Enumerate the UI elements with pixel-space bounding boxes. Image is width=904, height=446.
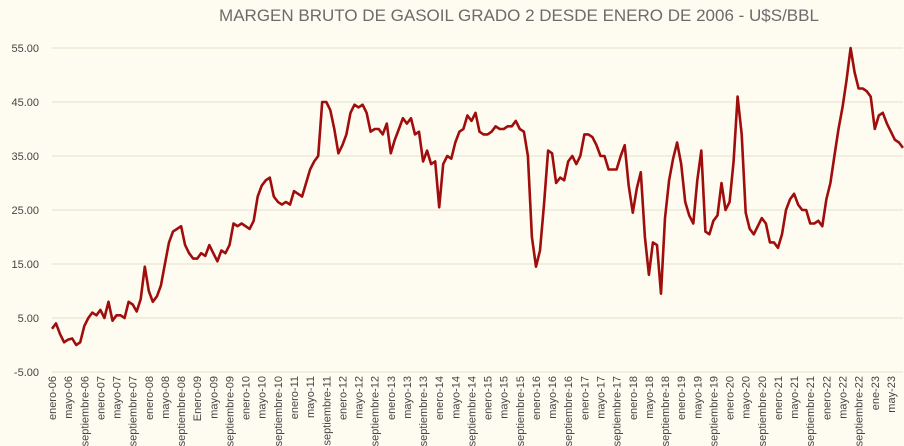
x-tick-label: enero-22 (821, 376, 833, 420)
x-tick-label: mayo-16 (547, 376, 559, 419)
x-tick-label: mayo-19 (692, 376, 704, 419)
x-tick-label: mayo-09 (208, 376, 220, 419)
x-tick-label: septiembre-09 (224, 376, 236, 446)
x-tick-label: septiembre-19 (708, 376, 720, 446)
x-tick-label: septiembre-06 (79, 376, 91, 446)
x-tick-label: septiembre-20 (757, 376, 769, 446)
y-tick-label: 55.00 (11, 43, 39, 55)
gridlines (52, 47, 903, 373)
x-tick-label: septiembre-08 (176, 376, 188, 446)
x-tick-label: mayo-08 (160, 376, 172, 419)
x-tick-label: septiembre-07 (128, 376, 140, 446)
x-tick-label: mayo-14 (450, 376, 462, 419)
y-axis-tick-labels: -5.00 5.00 15.00 25.00 35.00 45.00 55.00 (11, 43, 39, 379)
x-tick-label: septiembre-17 (612, 376, 624, 446)
y-tick-label: 15.00 (11, 259, 39, 271)
x-tick-label: enero-21 (773, 376, 785, 420)
x-tick-label: mayo-12 (354, 376, 366, 419)
x-tick-label: mayo-15 (499, 376, 511, 419)
x-tick-label: mayo-22 (838, 376, 850, 419)
x-tick-label: mayo-20 (741, 376, 753, 419)
y-tick-label: 35.00 (11, 151, 39, 163)
x-tick-label: mayo-11 (305, 376, 317, 418)
x-tick-label: ene-23 (870, 376, 882, 410)
x-tick-label: septiembre-14 (466, 376, 478, 446)
x-tick-label: enero-17 (579, 376, 591, 420)
x-tick-label: mayo-18 (644, 376, 656, 419)
x-tick-label: enero-07 (95, 376, 107, 420)
x-tick-label: mayo-13 (402, 376, 414, 419)
x-tick-label: enero-06 (47, 376, 59, 420)
x-tick-label: enero-11 (289, 376, 301, 419)
x-tick-label: septiembre-10 (273, 376, 285, 446)
x-tick-label: enero-15 (483, 376, 495, 420)
y-tick-label: 5.00 (18, 313, 39, 325)
x-tick-label: enero-19 (676, 376, 688, 420)
x-tick-label: mayo-17 (596, 376, 608, 419)
x-tick-label: septiembre-21 (805, 376, 817, 446)
x-tick-label: mayo-10 (257, 376, 269, 419)
x-tick-label: enero-14 (434, 376, 446, 420)
x-tick-label: may-23 (886, 376, 898, 413)
x-tick-label: septiembre-11 (321, 376, 333, 446)
y-tick-label: 25.00 (11, 205, 39, 217)
x-tick-label: enero-10 (241, 376, 253, 420)
x-tick-label: septiembre-22 (854, 376, 866, 446)
x-tick-label: septiembre-15 (515, 376, 527, 446)
x-tick-label: septiembre-13 (418, 376, 430, 446)
chart-title: MARGEN BRUTO DE GASOIL GRADO 2 DESDE ENE… (219, 6, 819, 25)
x-tick-label: enero-13 (386, 376, 398, 420)
x-tick-label: septiembre-12 (370, 376, 382, 446)
x-tick-label: enero-16 (531, 376, 543, 420)
x-tick-label: enero-12 (337, 376, 349, 420)
y-tick-label: -5.00 (14, 367, 39, 379)
x-tick-label: mayo-06 (63, 376, 75, 419)
x-tick-label: septiembre-18 (660, 376, 672, 446)
x-tick-label: enero-08 (144, 376, 156, 420)
x-tick-label: mayo-07 (112, 376, 124, 419)
series-line-margen-bruto (50, 46, 904, 347)
x-tick-label: enero-20 (725, 376, 737, 420)
y-tick-label: 45.00 (11, 97, 39, 109)
x-tick-label: mayo-21 (789, 376, 801, 419)
x-axis-tick-labels: enero-06 mayo-06 septiembre-06 enero-07 mayo… (47, 376, 898, 446)
x-tick-label: enero-18 (628, 376, 640, 420)
x-tick-label: septiembre-16 (563, 376, 575, 446)
x-tick-label: Enero-09 (192, 376, 204, 421)
